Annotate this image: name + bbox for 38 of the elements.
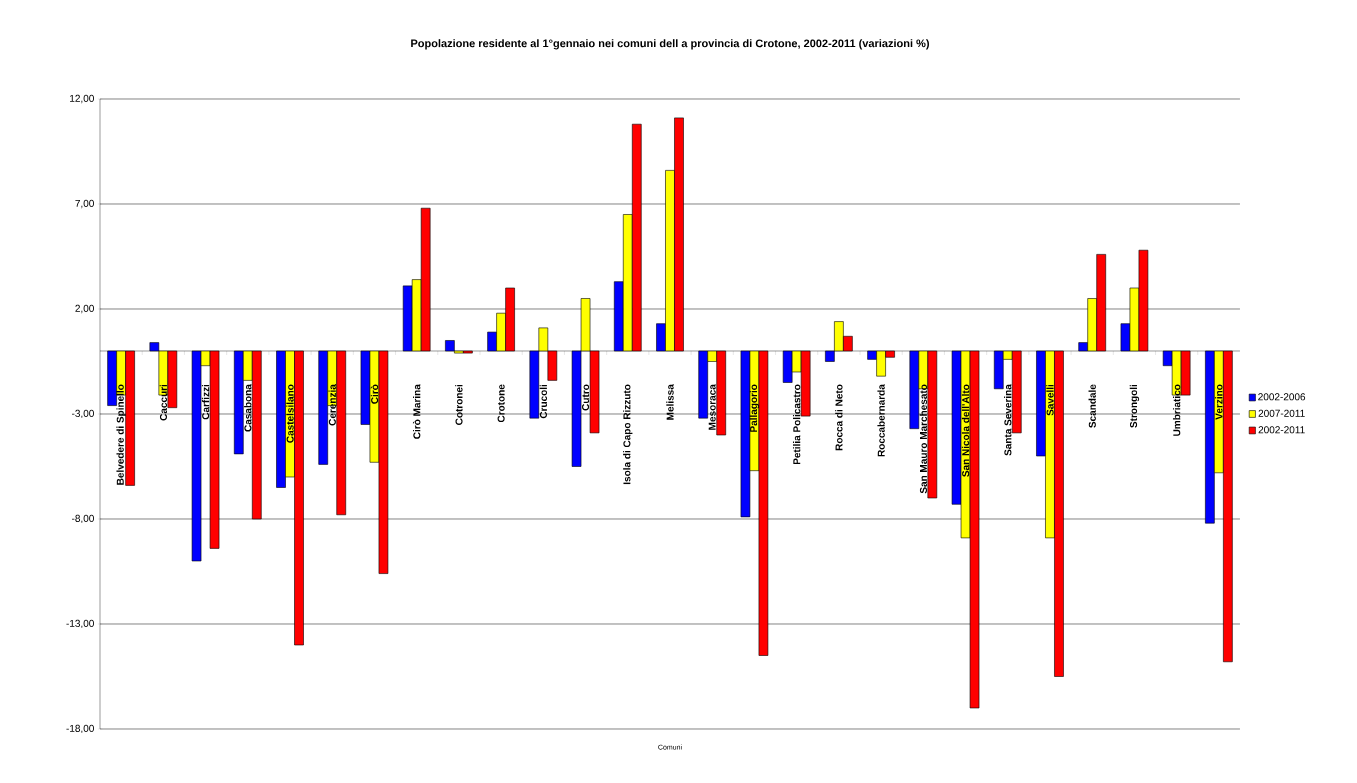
x-tick-label: Verzino [1215,384,1223,420]
x-tick-label: Rocca di Neto [835,384,843,451]
y-tick-label: -13,00 [66,619,94,629]
x-tick-label: Strongoli [1129,384,1140,428]
x-tick-label: Crotone [497,384,505,423]
x-tick-label: Roccabernarda [877,384,885,457]
y-tick-label: 12,00 [70,94,94,104]
y-tick-label: -18,00 [66,724,94,734]
legend-label: 2007-2011 [1258,409,1305,417]
x-tick-label: Isola di Capo Rizzuto [623,384,633,485]
x-tick-label: Umbriatico [1172,384,1181,436]
x-tick-label: Carfizzi [201,384,210,420]
y-tick-label: -3,00 [71,409,94,419]
x-tick-label: Pallagorio [749,384,760,432]
legend-label: 2002-2006 [1258,393,1306,401]
x-tick-label: Cotronei [455,384,463,425]
x-tick-label: Santa Severina [1004,384,1012,456]
y-tick-label: 7,00 [75,199,94,209]
x-tick-label: San Mauro Marchesato [919,384,927,494]
x-tick-label: Cerenzia [328,384,336,426]
x-tick-label: Belvedere di Spinello [116,384,126,485]
x-tick-label: Savelli [1046,384,1054,416]
y-tick-label: 2,00 [75,304,94,314]
x-tick-label: Castelsilano [286,384,294,443]
x-tick-label: Casabona [244,384,252,432]
x-tick-label: Cirò [370,384,379,404]
x-tick-label: Cirò Marina [412,384,421,439]
x-tick-label: Crucoli [539,384,547,419]
x-tick-label: San Nicola dell'Alto [961,384,970,477]
legend-label: 2002-2011 [1258,426,1305,434]
y-tick-label: -8,00 [71,514,94,524]
x-tick-label: Melissa [666,384,674,420]
x-tick-label: Caccuri [159,384,168,421]
chart-title: Popolazione residente al 1°gennaio nei comuni dell a provincia di Crotone, 2002-2011 (variazioni %) [411,39,929,50]
x-tick-label: Scandale [1088,384,1096,428]
x-tick-label: Mesoraca [708,384,716,430]
x-tick-label: Cutro [582,384,590,411]
x-tick-label: Petilia Policastro [792,384,801,465]
